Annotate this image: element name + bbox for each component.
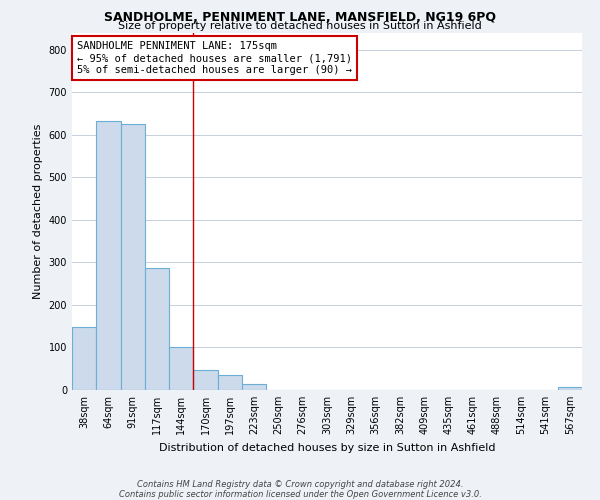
Text: SANDHOLME PENNIMENT LANE: 175sqm
← 95% of detached houses are smaller (1,791)
5%: SANDHOLME PENNIMENT LANE: 175sqm ← 95% o… (77, 42, 352, 74)
Bar (121, 124, 145, 390)
Bar (558, 387, 582, 390)
X-axis label: Distribution of detached houses by size in Sutton in Ashfield: Distribution of detached houses by size … (159, 442, 495, 452)
Bar (242, 384, 266, 390)
Bar (145, 268, 169, 390)
Text: SANDHOLME, PENNIMENT LANE, MANSFIELD, NG19 6PQ: SANDHOLME, PENNIMENT LANE, MANSFIELD, NG… (104, 11, 496, 24)
Y-axis label: Number of detached properties: Number of detached properties (33, 124, 43, 299)
Bar (218, 375, 242, 390)
Bar (193, 370, 218, 390)
Bar (72, 327, 96, 390)
Bar (96, 121, 121, 390)
Text: Size of property relative to detached houses in Sutton in Ashfield: Size of property relative to detached ho… (118, 21, 482, 31)
Bar (169, 348, 193, 390)
Text: Contains HM Land Registry data © Crown copyright and database right 2024.
Contai: Contains HM Land Registry data © Crown c… (119, 480, 481, 499)
